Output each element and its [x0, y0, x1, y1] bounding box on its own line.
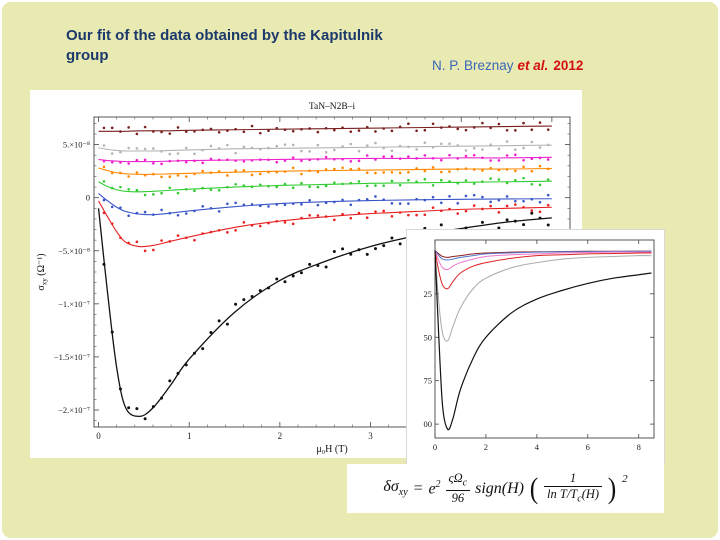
- svg-text:−5.×10⁻⁸: −5.×10⁻⁸: [58, 246, 90, 256]
- attribution: N. P. Breznay et al. 2012: [432, 58, 583, 73]
- svg-text:0: 0: [433, 442, 437, 452]
- svg-text:−1.×10⁻⁷: −1.×10⁻⁷: [58, 299, 90, 309]
- svg-text:00: 00: [424, 419, 433, 429]
- svg-text:0: 0: [96, 431, 101, 441]
- formula-panel: δσxy = e2 ςΩc 96 sign(H) ( 1 ln T/Tc(H) …: [347, 464, 664, 513]
- main-chart: 0123455.×10⁻⁸0−5.×10⁻⁸−1.×10⁻⁷−1.5×10⁻⁷−…: [36, 102, 571, 455]
- formula-frac-log: 1 ln T/Tc(H): [544, 471, 603, 507]
- formula-close-paren: ): [607, 471, 617, 505]
- svg-text:4: 4: [535, 442, 540, 452]
- formula-open-paren: (: [529, 471, 539, 505]
- svg-text:TaN–N2B–i: TaN–N2B–i: [309, 102, 356, 112]
- attribution-author: N. P. Breznay: [432, 58, 514, 73]
- svg-text:μ₀H (T): μ₀H (T): [316, 444, 347, 455]
- svg-text:−2.×10⁻⁷: −2.×10⁻⁷: [58, 405, 90, 415]
- svg-text:5.×10⁻⁸: 5.×10⁻⁸: [63, 140, 90, 150]
- page-title: Our fit of the data obtained by the Kapi…: [66, 27, 383, 64]
- svg-text:2: 2: [278, 431, 283, 441]
- attribution-year: 2012: [553, 58, 584, 73]
- svg-text:6: 6: [586, 442, 590, 452]
- inset-chart: 0 2 4 6 8 25 50 75 00: [424, 239, 655, 452]
- svg-text:75: 75: [424, 376, 433, 386]
- formula-equals: =: [412, 479, 424, 497]
- svg-text:25: 25: [424, 289, 433, 299]
- svg-text:σxy (Ω⁻¹): σxy (Ω⁻¹): [36, 253, 49, 290]
- formula: δσxy = e2 ςΩc 96 sign(H) ( 1 ln T/Tc(H) …: [383, 471, 627, 507]
- formula-e-squared: e2: [428, 478, 441, 498]
- svg-text:−1.5×10⁻⁷: −1.5×10⁻⁷: [54, 352, 90, 362]
- svg-text:0: 0: [86, 193, 90, 203]
- svg-text:2: 2: [484, 442, 488, 452]
- svg-text:1: 1: [187, 431, 192, 441]
- inset-chart-panel: 0 2 4 6 8 25 50 75 00: [407, 230, 664, 464]
- attribution-etal: et al.: [517, 58, 549, 73]
- formula-sign: sign(H): [475, 479, 525, 497]
- svg-text:50: 50: [424, 332, 433, 342]
- svg-text:8: 8: [637, 442, 641, 452]
- formula-outer-exponent: 2: [622, 472, 628, 485]
- svg-text:3: 3: [368, 431, 373, 441]
- formula-frac-omega: ςΩc 96: [445, 471, 471, 507]
- formula-delta-sigma: δσxy: [383, 478, 408, 499]
